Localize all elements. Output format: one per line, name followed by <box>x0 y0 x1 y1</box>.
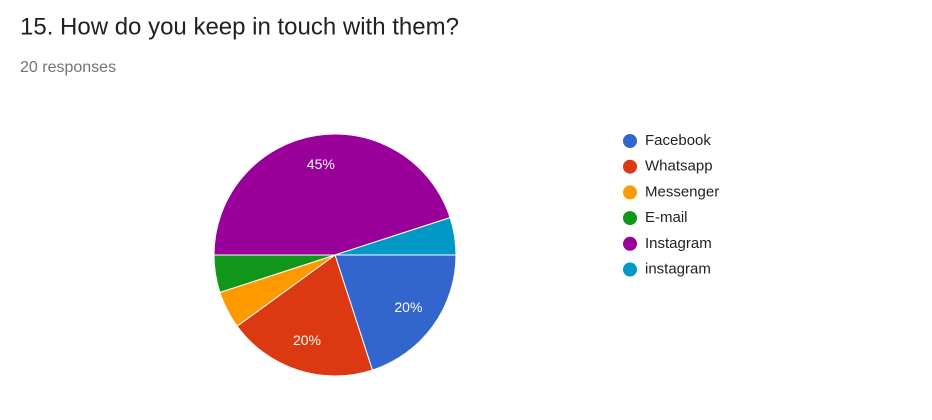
slice-label: 20% <box>394 299 422 315</box>
pie-slice <box>334 216 457 256</box>
legend-swatch <box>623 236 637 251</box>
question-title: 15. How do you keep in touch with them? <box>20 13 459 40</box>
legend-swatch <box>623 134 637 148</box>
legend-label: Whatsapp <box>645 158 713 175</box>
pie-slice <box>213 133 451 256</box>
legend-swatch <box>623 185 637 200</box>
legend-label: Instagram <box>645 235 712 252</box>
pie-slice <box>334 254 457 371</box>
legend-label: instagram <box>645 260 711 277</box>
legend-label: Messenger <box>645 183 719 200</box>
slice-label: 20% <box>293 332 321 348</box>
response-count: 20 responses <box>20 59 116 76</box>
pie-slice <box>236 254 374 377</box>
legend-swatch <box>623 159 637 174</box>
legend-swatch <box>623 262 637 277</box>
slice-label: 45% <box>307 156 335 172</box>
legend-label: E-mail <box>645 209 688 226</box>
legend-swatch <box>623 211 637 226</box>
legend-label: Facebook <box>645 132 711 149</box>
